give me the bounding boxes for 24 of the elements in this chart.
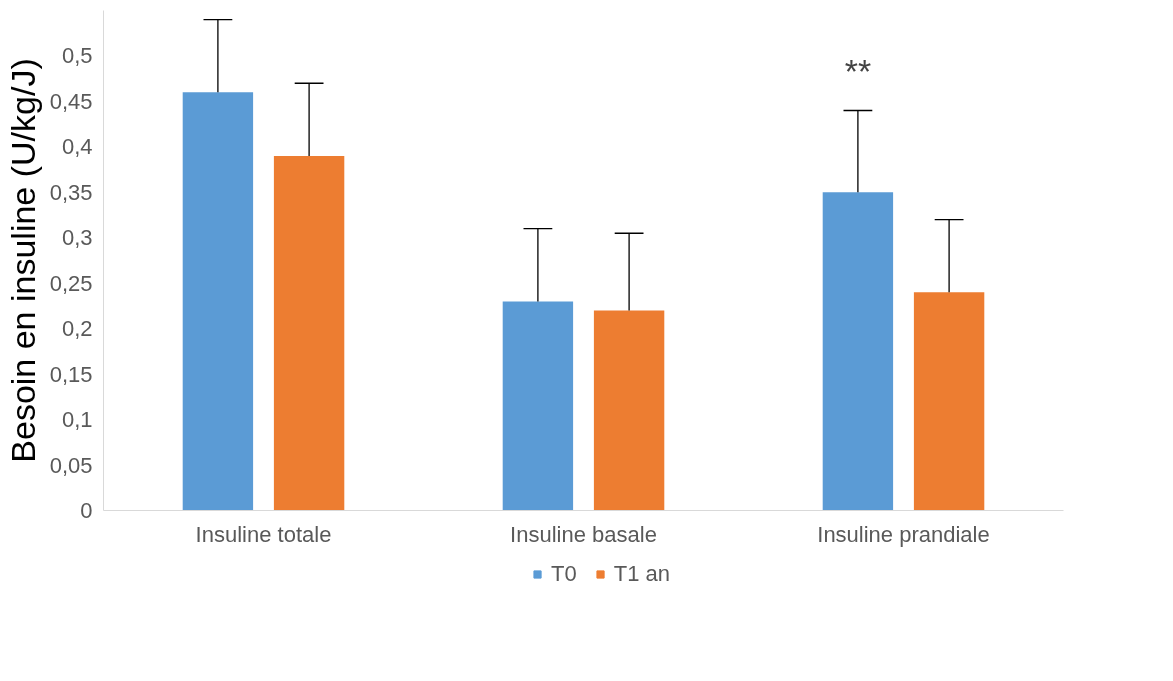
y-tick-label: 0,2 — [61, 316, 93, 342]
y-tick-label: 0,5 — [61, 43, 93, 69]
y-axis-title: Besoin en insuline (U/kg/J) — [3, 58, 42, 463]
bar — [273, 155, 345, 511]
y-tick-label: 0,35 — [49, 179, 93, 205]
y-tick-label: 0,25 — [49, 270, 93, 296]
x-tick-label: Insuline basale — [510, 521, 657, 547]
bar — [913, 292, 985, 511]
y-tick-label: 0,15 — [49, 361, 93, 387]
legend-label: T0 — [551, 561, 577, 587]
y-tick-label: 0,05 — [49, 452, 93, 478]
legend-label: T1 an — [613, 561, 670, 587]
y-tick-label: 0,1 — [61, 407, 93, 433]
x-tick-label: Insuline prandiale — [817, 521, 990, 547]
y-tick-label: 0,4 — [61, 134, 93, 160]
bar — [822, 192, 894, 511]
bar — [593, 310, 665, 511]
y-tick-label: 0,45 — [49, 88, 93, 114]
x-tick-label: Insuline totale — [195, 521, 332, 547]
bar — [182, 92, 254, 511]
y-tick-label: 0,3 — [61, 225, 93, 251]
annotation: ** — [844, 51, 872, 90]
y-tick-label: 0 — [80, 498, 93, 523]
bar — [502, 301, 574, 511]
